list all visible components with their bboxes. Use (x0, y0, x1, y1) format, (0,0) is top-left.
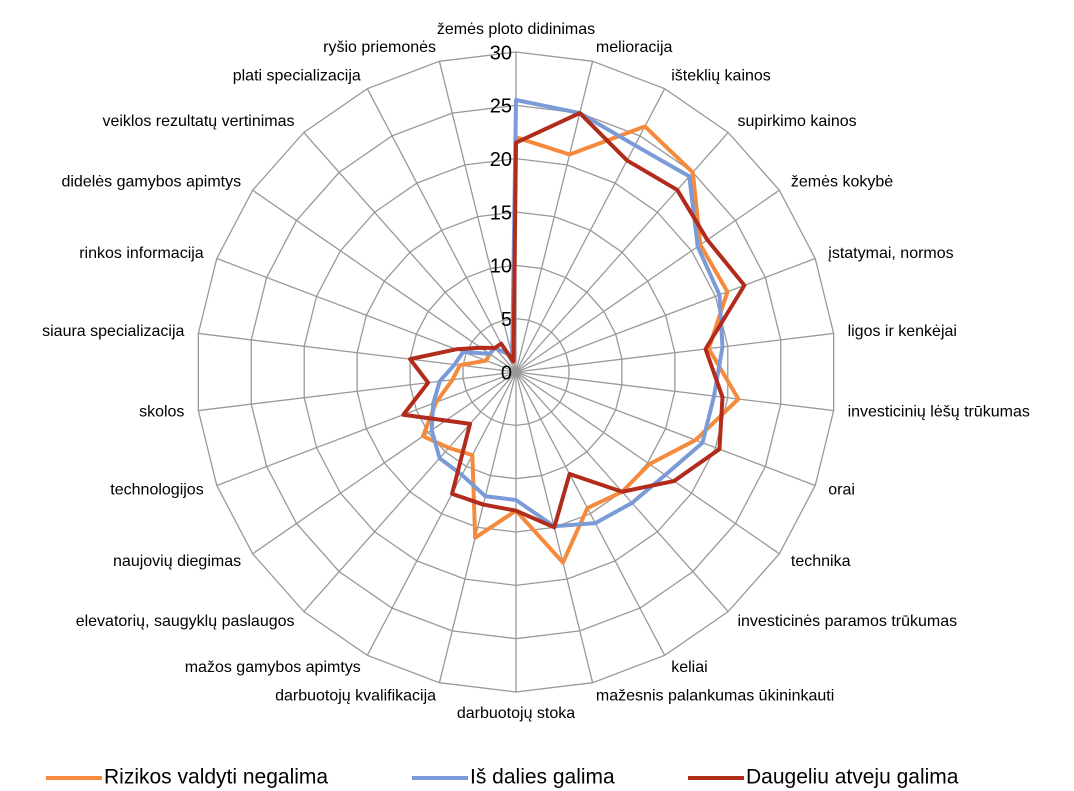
legend-label: Iš dalies galima (470, 766, 615, 789)
category-label: keliai (671, 659, 707, 676)
tick-label: 10 (490, 256, 512, 278)
spoke (515, 332, 834, 373)
tick-label: 0 (501, 362, 512, 384)
spoke (515, 371, 666, 656)
spoke (216, 371, 517, 487)
spoke (366, 371, 517, 656)
category-label: ligos ir kenkėjai (848, 323, 957, 340)
category-label: investicinių lėšų trūkumas (848, 403, 1030, 420)
spoke (515, 371, 816, 487)
spoke (198, 371, 517, 412)
spoke (515, 371, 834, 412)
category-label: žemės kokybė (791, 173, 893, 190)
legend-label: Daugeliu atveju galima (746, 766, 959, 789)
category-label: išteklių kainos (671, 67, 771, 84)
spoke (515, 257, 816, 373)
spoke (438, 371, 517, 683)
category-label: skolos (139, 403, 184, 420)
tick-label: 25 (490, 96, 512, 118)
category-label: mažos gamybos apimtys (185, 659, 361, 676)
tick-label: 20 (490, 149, 512, 171)
spoke (515, 189, 780, 373)
spoke (515, 371, 780, 555)
category-label: darbuotojų kvalifikacija (275, 688, 436, 705)
spoke (252, 371, 517, 555)
spoke (515, 132, 729, 373)
tick-label: 15 (490, 202, 512, 224)
series-line (429, 98, 725, 529)
category-label: technika (791, 553, 851, 570)
category-label: rinkos informacija (79, 245, 204, 262)
category-label: veiklos rezultatų vertinimas (102, 113, 294, 130)
category-label: siaura specializacija (42, 323, 184, 340)
category-label: plati specializacija (233, 67, 361, 84)
category-label: įstatymai, normos (828, 245, 953, 262)
legend-label: Rizikos valdyti negalima (104, 766, 328, 789)
category-label: didelės gamybos apimtys (61, 173, 241, 190)
category-label: darbuotojų stoka (457, 705, 575, 722)
tick-label: 5 (501, 309, 512, 331)
category-label: investicinės paramos trūkumas (737, 613, 957, 630)
category-label: ryšio priemonės (323, 39, 436, 56)
category-label: elevatorių, saugyklų paslaugos (76, 613, 295, 630)
spoke (515, 88, 666, 373)
category-label: orai (828, 482, 855, 499)
category-label: technologijos (110, 482, 203, 499)
series-line (401, 111, 747, 530)
category-label: žemės ploto didinimas (437, 21, 595, 38)
category-label: naujovių diegimas (113, 553, 241, 570)
spoke (438, 61, 517, 373)
category-label: melioracija (596, 39, 673, 56)
spoke (303, 371, 517, 612)
spoke (303, 132, 517, 373)
spoke (252, 189, 517, 373)
spoke (366, 88, 517, 373)
category-label: supirkimo kainos (737, 113, 856, 130)
tick-label: 30 (490, 42, 512, 64)
category-label: mažesnis palankumas ūkininkauti (596, 688, 834, 705)
